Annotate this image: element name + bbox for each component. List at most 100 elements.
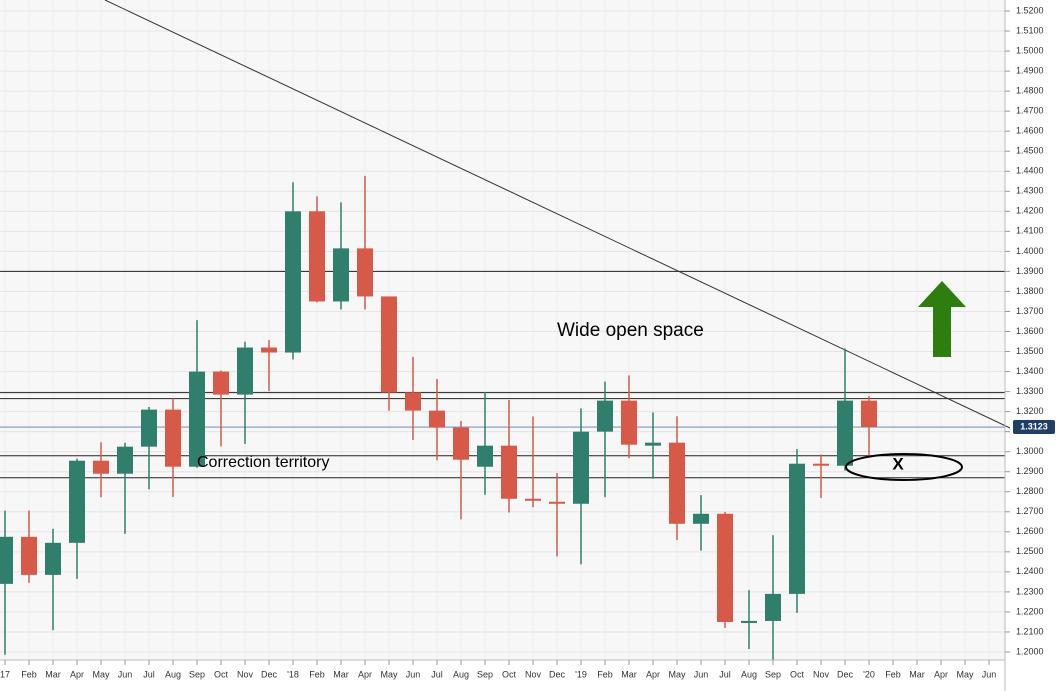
x-tick-label: Jun [118, 669, 133, 679]
candle-body [669, 442, 685, 524]
x-tick-label: Mar [909, 669, 925, 679]
x-tick-label: Aug [741, 669, 757, 679]
candle-body [429, 410, 445, 428]
x-tick-label: '20 [863, 669, 875, 679]
candle-body [261, 347, 277, 353]
y-tick-label: 1.4700 [1016, 106, 1044, 116]
x-tick-label: Dec [549, 669, 566, 679]
y-tick-label: 1.3300 [1016, 386, 1044, 396]
candle-body [69, 460, 85, 543]
candle-body [0, 536, 13, 584]
candle-body [693, 513, 709, 524]
x-tick-label: Apr [934, 669, 948, 679]
annotation: X [892, 454, 904, 473]
x-tick-label: Sep [765, 669, 781, 679]
x-tick-label: Dec [261, 669, 278, 679]
candle-body [333, 248, 349, 302]
y-tick-label: 1.2000 [1016, 646, 1044, 656]
annotation: Wide open space [557, 320, 704, 341]
candle-body [165, 409, 181, 467]
x-tick-label: Sep [189, 669, 205, 679]
candle-body [765, 593, 781, 621]
candle-body [45, 542, 61, 575]
candle-body [285, 211, 301, 353]
x-tick-label: Oct [502, 669, 517, 679]
x-tick-label: Mar [333, 669, 349, 679]
x-tick-label: Nov [813, 669, 830, 679]
x-tick-label: '19 [575, 669, 587, 679]
x-tick-label: Dec [837, 669, 854, 679]
y-tick-label: 1.4300 [1016, 186, 1044, 196]
x-tick-label: Apr [70, 669, 84, 679]
y-tick-label: 1.2800 [1016, 486, 1044, 496]
y-tick-label: 1.4200 [1016, 206, 1044, 216]
y-tick-label: 1.2300 [1016, 586, 1044, 596]
x-tick-label: Oct [790, 669, 805, 679]
last-price-box [1013, 420, 1055, 435]
candle-body [117, 446, 133, 474]
x-tick-label: Feb [597, 669, 613, 679]
candle-body [789, 463, 805, 594]
y-tick-label: 1.2100 [1016, 626, 1044, 636]
y-tick-label: 1.3700 [1016, 306, 1044, 316]
candle-body [837, 400, 853, 466]
x-tick-label: Nov [237, 669, 254, 679]
y-tick-label: 1.4500 [1016, 146, 1044, 156]
candle-body [93, 460, 109, 474]
y-tick-label: 1.4900 [1016, 65, 1044, 75]
candle-body [213, 371, 229, 395]
candle-body [237, 347, 253, 395]
x-tick-label: Aug [453, 669, 469, 679]
y-tick-label: 1.2700 [1016, 506, 1044, 516]
x-tick-label: May [668, 669, 686, 679]
x-tick-label: Feb [21, 669, 37, 679]
x-tick-label: Jul [143, 669, 155, 679]
candle-body [741, 620, 757, 623]
candle-body [621, 400, 637, 445]
y-tick-label: 1.3400 [1016, 366, 1044, 376]
x-tick-label: Apr [646, 669, 660, 679]
y-tick-label: 1.5000 [1016, 45, 1044, 55]
candle-body [309, 211, 325, 302]
x-tick-label: 17 [0, 669, 10, 679]
candle-body [141, 409, 157, 447]
x-tick-label: May [380, 669, 398, 679]
x-tick-label: Feb [309, 669, 325, 679]
up-arrow [918, 281, 966, 357]
x-tick-label: '18 [287, 669, 299, 679]
y-tick-label: 1.5200 [1016, 5, 1044, 15]
x-tick-label: Jun [406, 669, 421, 679]
y-tick-label: 1.4000 [1016, 246, 1044, 256]
candle-body [21, 536, 37, 575]
x-tick-label: Nov [525, 669, 542, 679]
candle-body [381, 296, 397, 393]
candle-body [501, 445, 517, 499]
candle-body [477, 445, 493, 467]
candle-body [861, 400, 877, 428]
y-tick-label: 1.2600 [1016, 526, 1044, 536]
y-tick-label: 1.3600 [1016, 326, 1044, 336]
x-tick-label: Feb [885, 669, 901, 679]
x-tick-label: Jun [694, 669, 709, 679]
candle-body [597, 400, 613, 432]
candle-body [645, 442, 661, 446]
x-tick-label: May [92, 669, 110, 679]
x-tick-label: Jul [719, 669, 731, 679]
trendline [104, 0, 1011, 429]
x-tick-label: Jul [431, 669, 443, 679]
ellipse-marker [845, 453, 963, 481]
y-tick-label: 1.4400 [1016, 166, 1044, 176]
y-tick-label: 1.5100 [1016, 25, 1044, 35]
plot-area [0, 0, 1005, 660]
y-tick-label: 1.2500 [1016, 546, 1044, 556]
x-tick-label: Jun [982, 669, 997, 679]
candle-body [573, 431, 589, 504]
y-tick-label: 1.2200 [1016, 606, 1044, 616]
x-tick-label: Mar [621, 669, 637, 679]
y-tick-label: 1.3200 [1016, 406, 1044, 416]
y-tick-label: 1.3900 [1016, 266, 1044, 276]
y-tick-label: 1.3800 [1016, 286, 1044, 296]
candle-body [525, 498, 541, 501]
y-tick-label: 1.4800 [1016, 86, 1044, 96]
